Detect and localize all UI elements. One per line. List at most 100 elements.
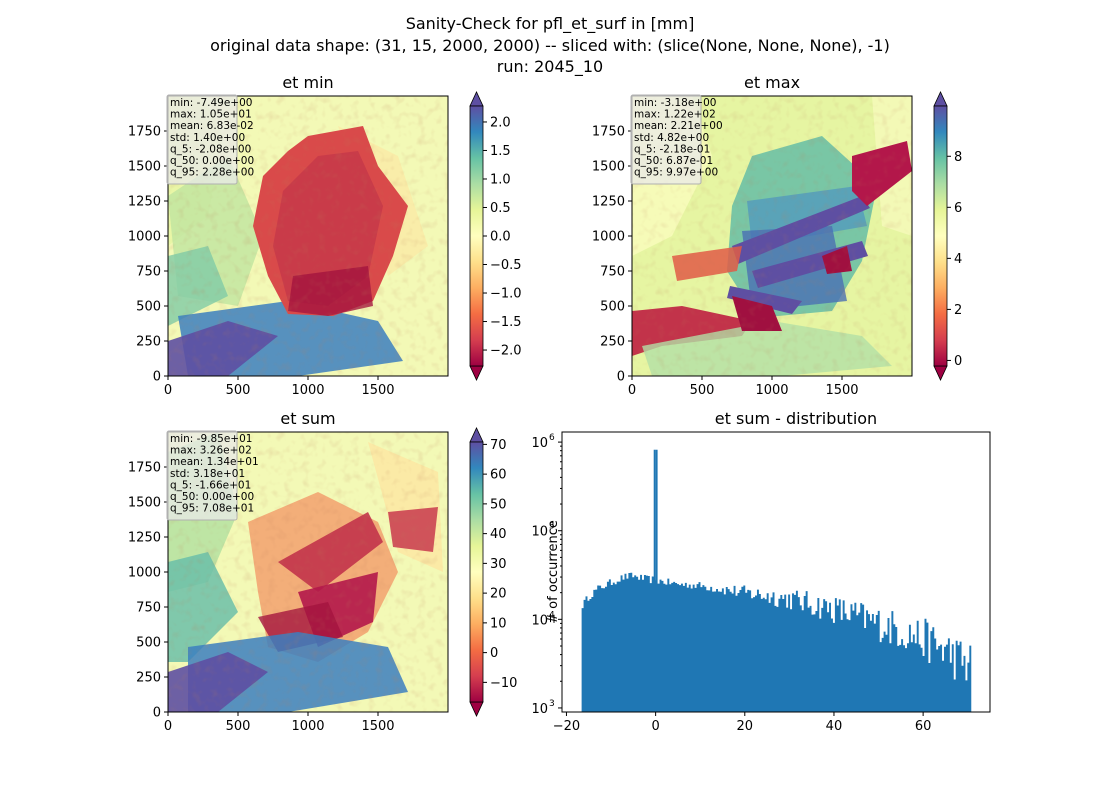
- colorbar-tick-label: 10: [490, 616, 507, 631]
- colorbar-tick-label: 0: [954, 354, 962, 369]
- stats-box-frame: [166, 430, 238, 521]
- stats-box-frame: [630, 94, 702, 185]
- y-tick-label: 10: [531, 613, 548, 628]
- colorbar: 8 6 4 2 0: [933, 91, 962, 381]
- colorbar-tick-label: 60: [490, 468, 507, 483]
- y-tick-exponent: 4: [549, 610, 555, 620]
- x-tick-label: 60: [915, 719, 932, 734]
- y-axis-label: # of occurrence: [546, 520, 561, 624]
- stats-line: min: -7.49e+00: [170, 97, 252, 109]
- colorbar-tick-label: 1.0: [490, 172, 511, 187]
- colorbar-tick-label: 6: [954, 201, 962, 216]
- stats-line: q_50: 0.00e+00: [170, 155, 254, 167]
- colorbar-tick-label: 20: [490, 587, 507, 602]
- y-tick-label: 500: [136, 636, 161, 651]
- y-tick-exponent: 6: [549, 433, 555, 443]
- colorbar-tick-label: 50: [490, 497, 507, 512]
- figure-title: Sanity-Check for pfl_et_surf in [mm] ori…: [210, 14, 890, 77]
- y-tick-label: 1500: [128, 160, 161, 175]
- y-tick-label: 250: [600, 335, 625, 350]
- y-tick-label: 250: [136, 671, 161, 686]
- y-tick-label: 750: [136, 265, 161, 280]
- figure-title-line-2: original data shape: (31, 15, 2000, 2000…: [210, 36, 890, 55]
- y-axis: 0 250 500 750 1000 1250 1500 1750: [128, 125, 168, 385]
- x-tick-label: 0: [628, 383, 636, 398]
- y-tick-exponent: 5: [549, 522, 555, 532]
- stats-line: q_95: 7.08e+01: [170, 503, 254, 515]
- x-axis: 0 500 1000 1500: [164, 376, 395, 398]
- colorbar-tick-label: 8: [954, 150, 962, 165]
- colorbar-gradient: [469, 105, 484, 367]
- stats-line: q_50: 0.00e+00: [170, 491, 254, 503]
- panel-title: et min: [282, 73, 333, 92]
- colorbar-gradient: [469, 441, 484, 703]
- colorbar-tick-label: 40: [490, 527, 507, 542]
- y-tick-label: 0: [617, 370, 625, 385]
- x-axis: 0 500 1000 1500: [164, 712, 395, 734]
- colorbar-tick-label: −1.0: [490, 287, 522, 302]
- colorbar-tick-label: 30: [490, 557, 507, 572]
- y-tick-label: 1000: [128, 230, 161, 245]
- panel-et-max: et max 0 500 1000 1500 0 250 500 750 1000 1250 15…: [592, 73, 962, 398]
- colorbar-gradient: [933, 105, 948, 367]
- figure-title-line-3: run: 2045_10: [497, 57, 603, 77]
- stats-line: mean: 1.34e+01: [170, 456, 259, 468]
- colorbar-extend-min: [469, 365, 484, 381]
- x-tick-label: 500: [226, 383, 251, 398]
- colorbar-tick-label: 1.5: [490, 144, 511, 159]
- colorbar-tick-label: 0: [490, 646, 498, 661]
- y-tick-label: 1750: [128, 461, 161, 476]
- stats-line: q_5: -2.08e+00: [170, 143, 251, 155]
- x-tick-label: 0: [164, 719, 172, 734]
- y-tick-label: 1750: [128, 125, 161, 140]
- y-tick-label: 10: [531, 525, 548, 540]
- colorbar-tick-label: 70: [490, 438, 507, 453]
- histogram-bars: [581, 449, 972, 712]
- colorbar-extend-min: [469, 701, 484, 717]
- colorbar: 70 60 50 40 30 20 10 0 −10: [469, 427, 517, 717]
- panel-et-sum-distribution: et sum - distribution # of occurrence −2…: [531, 409, 991, 734]
- x-tick-label: 20: [737, 719, 754, 734]
- colorbar-tick-label: −0.5: [490, 258, 522, 273]
- stats-line: q_95: 9.97e+00: [634, 167, 718, 179]
- x-tick-label: 500: [226, 719, 251, 734]
- y-tick-exponent: 3: [549, 699, 555, 709]
- heatmap-image: [168, 432, 448, 712]
- stats-line: q_95: 2.28e+00: [170, 167, 254, 179]
- y-tick-label: 1000: [128, 566, 161, 581]
- stats-line: q_5: -1.66e+01: [170, 479, 251, 491]
- colorbar-tick-label: 2.0: [490, 115, 511, 130]
- colorbar: 2.0 1.5 1.0 0.5 0.0 −0.5 −1.0 −1.5 −2.0: [469, 91, 522, 381]
- colorbar-tick-label: 2: [954, 303, 962, 318]
- y-tick-label: 1250: [592, 195, 625, 210]
- colorbar-tick-label: −1.5: [490, 315, 522, 330]
- y-tick-label: 1500: [592, 160, 625, 175]
- stats-line: q_5: -2.18e-01: [634, 143, 710, 155]
- y-tick-label: 1000: [592, 230, 625, 245]
- y-tick-label: 250: [136, 335, 161, 350]
- colorbar-extend-max: [469, 427, 484, 443]
- stats-line: mean: 6.83e-02: [170, 120, 254, 132]
- x-tick-label: 1500: [825, 383, 858, 398]
- y-axis: 0 250 500 750 1000 1250 1500 1750: [592, 125, 632, 385]
- stats-line: mean: 2.21e+00: [634, 120, 723, 132]
- x-axis: −20 0 20 40 60: [553, 712, 932, 734]
- colorbar-tick-label: 0.0: [490, 230, 511, 245]
- histogram-bars-area: [581, 572, 972, 712]
- panel-et-min: et min 0 500 1000 1500 0 250 500 750 1000 1250 15…: [128, 73, 522, 398]
- panel-title: et sum: [280, 409, 335, 428]
- y-tick-label: 0: [153, 706, 161, 721]
- panel-title: et sum - distribution: [715, 409, 877, 428]
- colorbar-extend-max: [933, 91, 948, 107]
- y-axis: 0 250 500 750 1000 1250 1500 1750: [128, 461, 168, 721]
- stats-line: std: 3.18e+01: [170, 468, 245, 480]
- stats-line: max: 3.26e+02: [170, 445, 252, 457]
- x-tick-label: 1500: [361, 383, 394, 398]
- y-tick-label: 750: [136, 601, 161, 616]
- x-tick-label: 0: [164, 383, 172, 398]
